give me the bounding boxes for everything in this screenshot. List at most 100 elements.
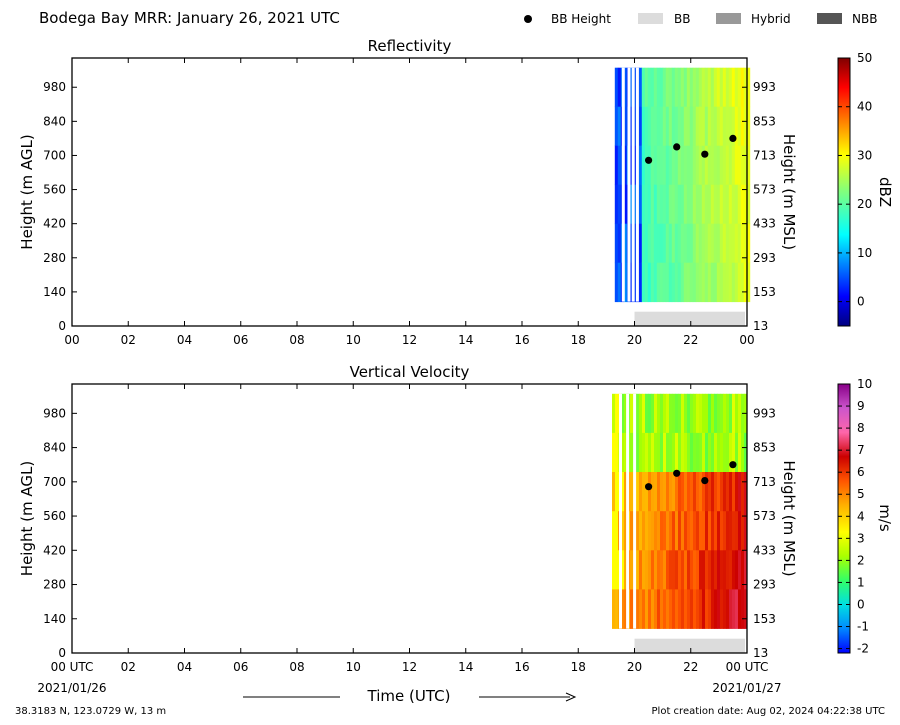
heatmap-cell: [671, 184, 676, 225]
heatmap-cell: [681, 393, 685, 434]
heatmap: [614, 67, 751, 303]
heatmap-cell: [719, 106, 724, 147]
heatmap-cell: [659, 223, 664, 264]
heatmap-cell: [731, 184, 736, 225]
time-arrow-icon: [565, 692, 577, 702]
heatmap-cell: [725, 145, 730, 186]
y-right-tick-label: 13: [753, 319, 768, 333]
heatmap-cell: [644, 67, 649, 108]
heatmap-cell: [743, 223, 748, 264]
heatmap-cell: [681, 550, 685, 590]
heatmap-cell: [621, 472, 625, 512]
heatmap-cell: [639, 550, 643, 590]
bb-height-point: [729, 134, 737, 142]
heatmap-cell: [675, 511, 679, 551]
x-tick-label: 16: [514, 333, 529, 347]
x-tick-label: 04: [177, 333, 192, 347]
colorbar-tick-label: 0: [857, 597, 865, 611]
heatmap-cell: [711, 472, 715, 512]
heatmap-cell: [714, 393, 718, 434]
heatmap-cell: [639, 511, 643, 551]
heatmap-cell: [740, 223, 745, 264]
heatmap-cell: [713, 145, 718, 186]
heatmap-cell: [680, 262, 685, 303]
heatmap-cell: [737, 262, 742, 303]
y-tick-label: 280: [43, 578, 66, 592]
heatmap-cell: [693, 550, 697, 590]
heatmap-cell: [636, 432, 640, 473]
heatmap-cell: [612, 511, 616, 551]
heatmap-cell: [741, 432, 745, 473]
heatmap-cell: [714, 550, 718, 590]
heatmap-cell: [671, 106, 676, 147]
x-tick-label: 12: [402, 333, 417, 347]
data-gap: [619, 393, 622, 629]
heatmap-cell: [729, 589, 733, 629]
heatmap-cell: [639, 472, 643, 512]
heatmap-cell: [701, 223, 706, 264]
heatmap-cell: [737, 67, 742, 108]
heatmap-cell: [614, 223, 619, 264]
heatmap-cell: [654, 393, 658, 434]
data-gap: [631, 67, 635, 302]
legend-bb-height-label: BB Height: [551, 12, 611, 26]
heatmap-cell: [617, 145, 622, 186]
y-tick-label: 700: [43, 475, 66, 489]
heatmap-cell: [675, 472, 679, 512]
heatmap-cell: [722, 67, 727, 108]
heatmap-cell: [615, 393, 619, 434]
heatmap-cell: [701, 145, 706, 186]
heatmap-cell: [728, 184, 733, 225]
heatmap-cell: [738, 589, 742, 629]
x-tick-label: 22: [683, 660, 698, 674]
heatmap-cell: [707, 67, 712, 108]
heatmap-cell: [719, 223, 724, 264]
x-tick-label: 02: [121, 333, 136, 347]
heatmap-cell: [701, 262, 706, 303]
heatmap-cell: [684, 393, 688, 434]
y-tick-label: 420: [43, 543, 66, 557]
heatmap-cell: [647, 223, 652, 264]
heatmap-cell: [705, 472, 709, 512]
heatmap-cell: [714, 432, 718, 473]
heatmap-cell: [684, 511, 688, 551]
heatmap-cell: [644, 262, 649, 303]
start-date-label: 2021/01/26: [37, 681, 106, 695]
heatmap-cell: [645, 432, 649, 473]
heatmap-cell: [645, 550, 649, 590]
legend: BB Height BB Hybrid NBB: [524, 12, 877, 26]
heatmap-cell: [677, 145, 682, 186]
heatmap-cell: [668, 145, 673, 186]
colorbar-tick-label: 6: [857, 465, 865, 479]
colorbar-tick-label: 2: [857, 553, 865, 567]
bright-band-bar: [634, 311, 745, 326]
heatmap-cell: [716, 67, 721, 108]
heatmap-cell: [678, 432, 682, 473]
y-tick-label: 280: [43, 251, 66, 265]
heatmap-cell: [624, 511, 628, 551]
panel-title: Reflectivity: [368, 37, 452, 55]
heatmap-cell: [680, 145, 685, 186]
heatmap-cell: [710, 106, 715, 147]
heatmap-cell: [710, 67, 715, 108]
heatmap-cell: [674, 223, 679, 264]
heatmap-cell: [720, 472, 724, 512]
x-tick-label: 00 UTC: [51, 660, 94, 674]
heatmap-cell: [663, 432, 667, 473]
bb-height-point: [645, 156, 653, 164]
heatmap-cell: [692, 223, 697, 264]
heatmap-cell: [671, 67, 676, 108]
heatmap-cell: [642, 511, 646, 551]
heatmap-cell: [659, 184, 664, 225]
heatmap-cell: [698, 223, 703, 264]
heatmap-cell: [740, 184, 745, 225]
heatmap-cell: [642, 432, 646, 473]
heatmap-cell: [744, 432, 748, 473]
heatmap-cell: [614, 184, 619, 225]
heatmap-cell: [735, 511, 739, 551]
heatmap-cell: [665, 184, 670, 225]
heatmap-cell: [617, 106, 622, 147]
heatmap-cell: [744, 511, 748, 551]
heatmap-cell: [642, 550, 646, 590]
heatmap-cell: [678, 589, 682, 629]
